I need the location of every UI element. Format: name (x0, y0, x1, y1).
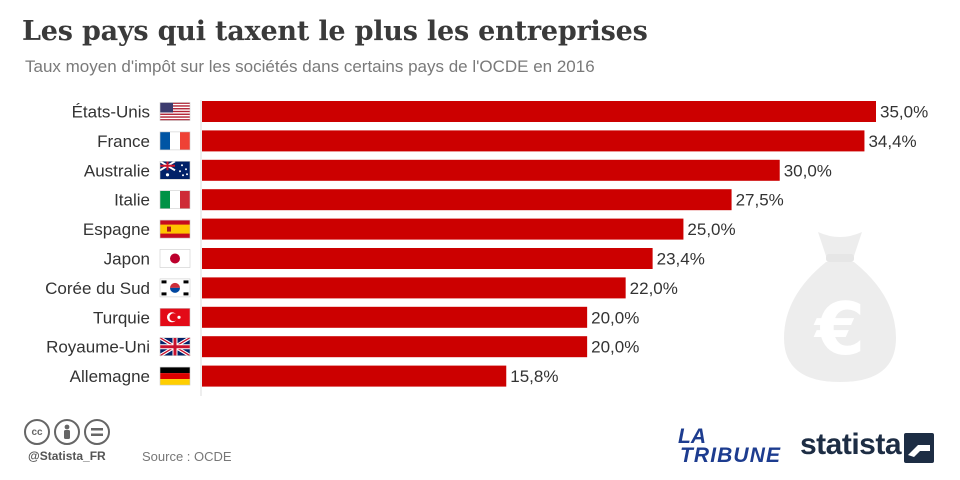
category-label: Japon (104, 250, 150, 269)
category-label: Royaume-Uni (46, 338, 150, 357)
flag-tr-icon (159, 307, 191, 327)
bar (202, 218, 684, 240)
footer-handle[interactable]: @Statista_FR (28, 449, 106, 463)
value-label: 20,0% (591, 308, 639, 327)
flag-us-icon (159, 102, 191, 121)
attribution-icon (54, 419, 80, 445)
statista-logo[interactable]: statista (800, 428, 902, 461)
category-label: Espagne (83, 220, 150, 239)
bar-chart: États-Unis 35,0% France 34,4% Australie 30,0%… (45, 100, 928, 396)
footer-source: Source : OCDE (142, 449, 232, 464)
flag-gb-icon (159, 336, 191, 358)
cc-icon: cc (24, 419, 50, 445)
flag-jp-icon (159, 249, 191, 268)
category-label: Australie (84, 161, 150, 180)
category-label: Corée du Sud (45, 279, 150, 298)
value-label: 35,0% (880, 103, 928, 122)
value-label: 30,0% (784, 161, 832, 180)
category-label: Italie (114, 191, 150, 210)
bar (202, 336, 588, 358)
value-label: 25,0% (687, 220, 735, 239)
money-bag-icon: € (784, 232, 896, 382)
flag-es-icon (159, 219, 191, 239)
value-label: 34,4% (868, 132, 916, 151)
svg-text:€: € (813, 287, 865, 371)
flag-it-icon (159, 190, 191, 209)
bar (202, 101, 876, 122)
svg-text:TRIBUNE: TRIBUNE (680, 444, 781, 466)
statista-logo-icon (904, 433, 934, 463)
flag-fr-icon (159, 131, 191, 151)
license-icons: cc (24, 419, 110, 445)
category-label: Allemagne (70, 367, 150, 386)
bar (202, 306, 588, 328)
flag-de-icon (159, 366, 191, 386)
bar (202, 130, 865, 152)
svg-text:LA: LA (678, 425, 706, 448)
value-label: 15,8% (510, 367, 558, 386)
value-label: 27,5% (736, 191, 784, 210)
bar (202, 365, 507, 387)
bar (202, 248, 653, 269)
bar (202, 277, 626, 299)
flag-kr-icon (159, 278, 191, 298)
bar (202, 159, 780, 181)
category-label: États-Unis (72, 103, 150, 122)
flag-au-icon (159, 160, 191, 180)
value-label: 22,0% (630, 279, 678, 298)
value-label: 20,0% (591, 338, 639, 357)
category-label: Turquie (93, 308, 150, 327)
bar (202, 189, 732, 211)
category-label: France (97, 132, 150, 151)
chart-subtitle: Taux moyen d'impôt sur les sociétés dans… (25, 57, 595, 76)
value-label: 23,4% (657, 250, 705, 269)
no-derivatives-icon (84, 419, 110, 445)
chart-title: Les pays qui taxent le plus les entrepri… (22, 16, 648, 47)
la-tribune-logo[interactable]: LA TRIBUNE (676, 424, 784, 466)
